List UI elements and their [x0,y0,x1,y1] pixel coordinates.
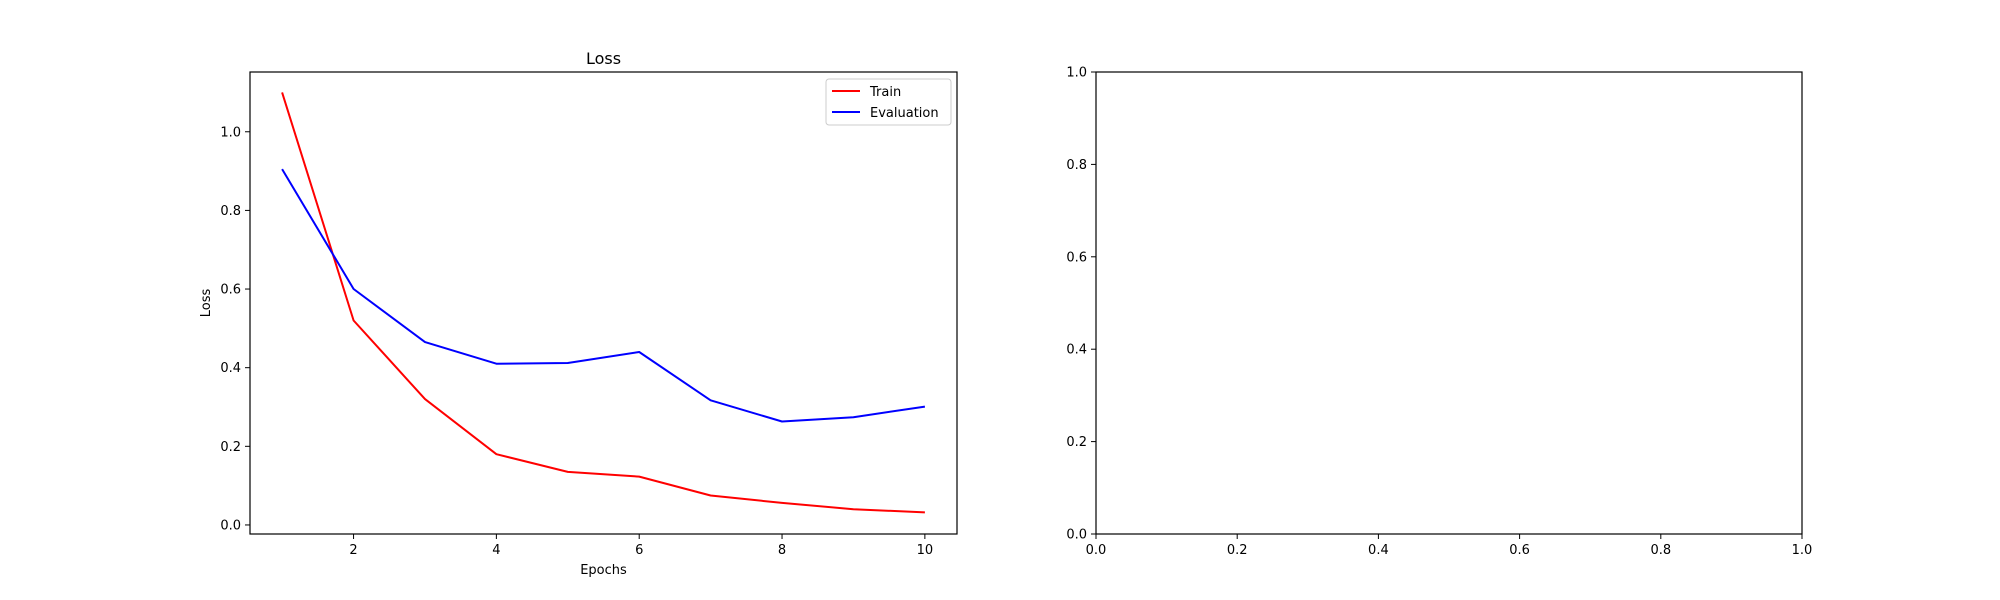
empty-chart: 0.0 0.2 0.4 0.6 0.8 1.0 0.0 0.2 0.4 0.6 0.8 1.0 [1066,66,1812,559]
x-tick-label: 0.6 [1509,543,1530,558]
x-tick-label: 10 [917,543,934,558]
x-tick-label: 8 [778,543,786,558]
y-tick-label: 0.2 [220,440,241,455]
empty-x-ticks: 0.0 0.2 0.4 0.6 0.8 1.0 [1086,534,1813,558]
loss-chart-title: Loss [586,49,621,68]
y-tick-label: 0.2 [1066,435,1087,450]
loss-y-ticks: 0.0 0.2 0.4 0.6 0.8 1.0 [220,125,250,533]
y-tick-label: 0.4 [1066,343,1087,358]
series-line-evaluation [281,168,926,423]
loss-y-axis-label: Loss [199,289,214,318]
x-tick-label: 0.0 [1086,543,1107,558]
x-tick-label: 0.8 [1650,543,1671,558]
y-tick-label: 0.4 [220,361,241,376]
legend-label-evaluation: Evaluation [870,106,939,121]
y-tick-label: 0.6 [220,283,241,298]
y-tick-label: 0.0 [220,518,241,533]
series-line-train [281,92,925,514]
loss-axes-frame [249,71,958,535]
empty-y-ticks: 0.0 0.2 0.4 0.6 0.8 1.0 [1066,66,1096,543]
loss-plot-lines [281,92,926,514]
x-tick-label: 0.4 [1368,543,1389,558]
y-tick-label: 0.8 [1066,158,1087,173]
x-tick-label: 1.0 [1792,543,1813,558]
y-tick-label: 1.0 [1066,66,1087,81]
legend-label-train: Train [869,85,901,100]
loss-chart: 2 4 6 8 10 0.0 0.2 0.4 0.6 0.8 1.0 Loss Epochs Lo… [199,49,958,578]
x-tick-label: 4 [492,543,500,558]
y-tick-label: 0.0 [1066,528,1087,543]
loss-x-axis-label: Epochs [580,563,627,578]
x-tick-label: 2 [349,543,357,558]
y-tick-label: 0.6 [1066,250,1087,265]
loss-x-ticks: 2 4 6 8 10 [349,534,933,558]
x-tick-label: 6 [635,543,643,558]
x-tick-label: 0.2 [1227,543,1248,558]
y-tick-label: 1.0 [220,125,241,140]
loss-legend: Train Evaluation [825,78,952,126]
empty-axes-frame [1095,71,1803,535]
y-tick-label: 0.8 [220,204,241,219]
